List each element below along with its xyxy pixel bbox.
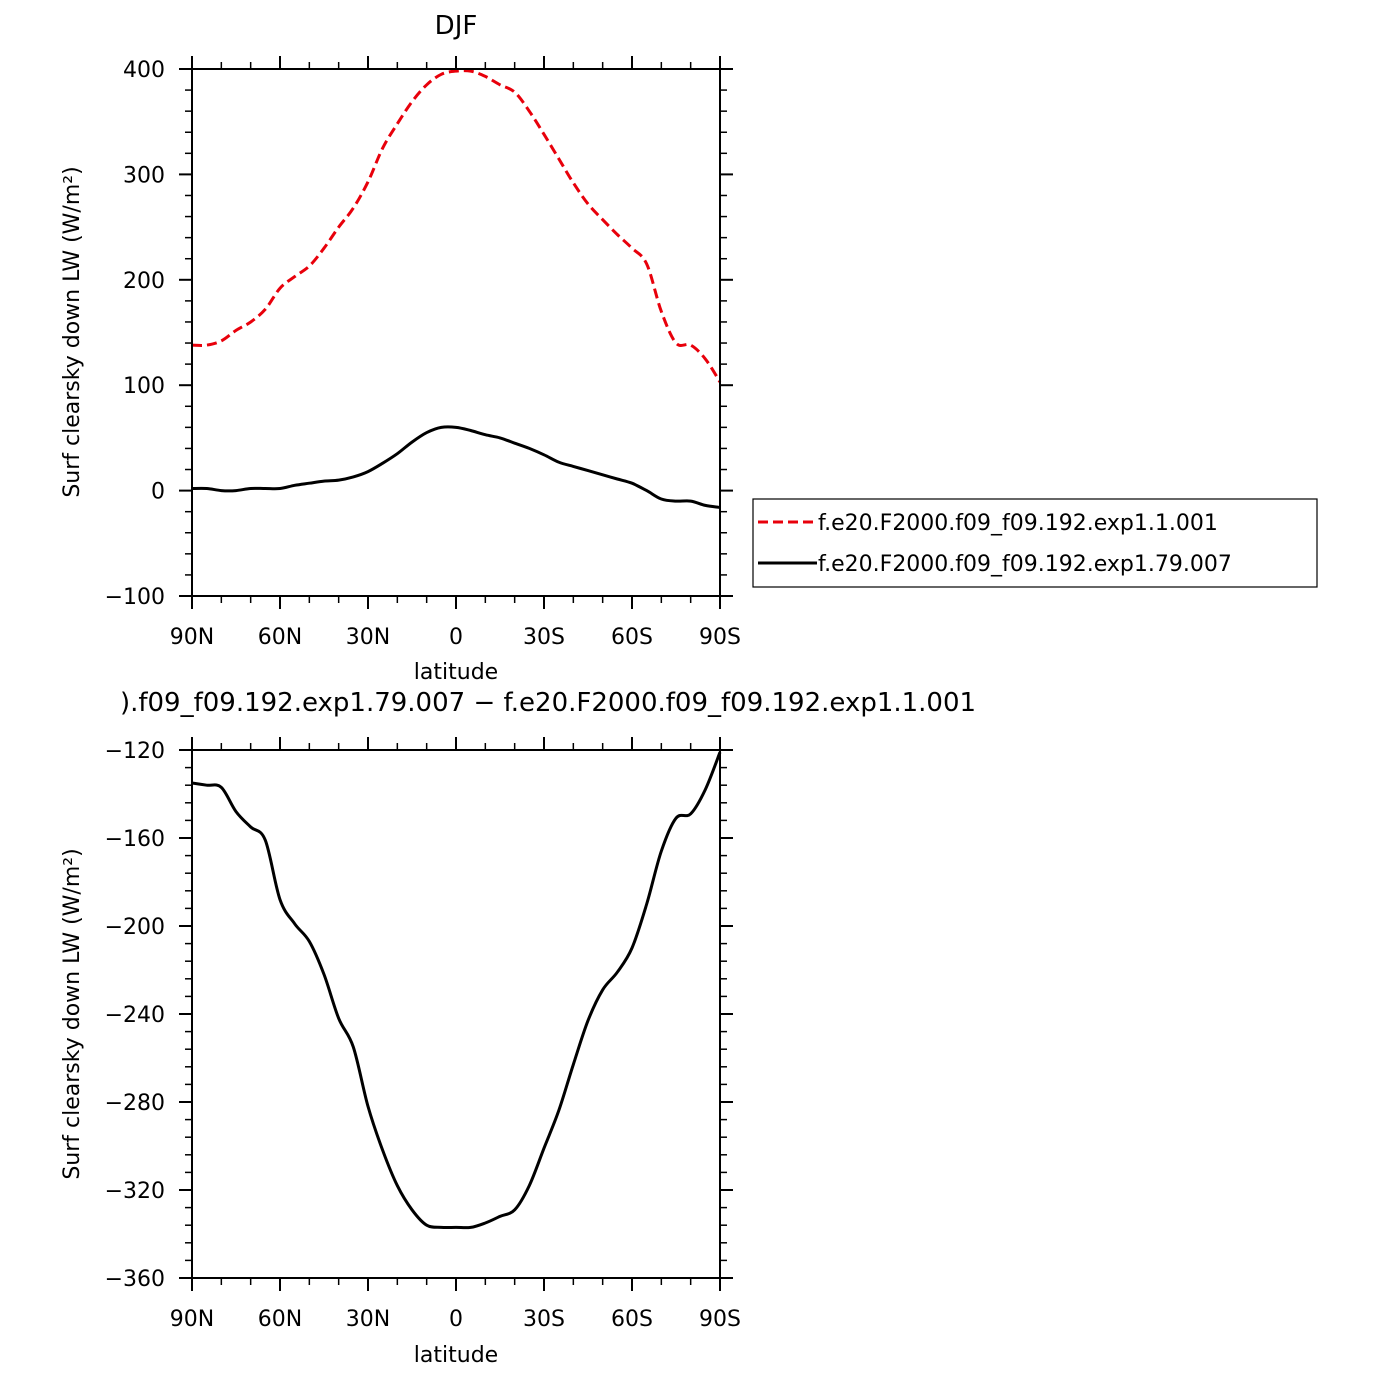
top-x-tick-label: 30N [346,625,390,650]
top-x-tick-label: 60N [258,625,302,650]
legend: f.e20.F2000.f09_f09.192.exp1.1.001 f.e20… [752,498,1318,588]
top-y-tick-label: 200 [123,269,165,294]
bottom-x-axis-label: latitude [414,1343,498,1368]
bottom-plot-frame [191,749,721,1279]
bottom-chart: ).f09_f09.192.exp1.79.007 − f.e20.F2000.… [60,688,976,1368]
top-x-tick-label: 90N [170,625,214,650]
legend-label-series-2: f.e20.F2000.f09_f09.192.exp1.79.007 [818,552,1232,577]
top-x-ticks: 90N 60N 30N 0 30S 60S 90S [170,56,741,650]
top-y-tick-label: 300 [123,163,165,188]
top-x-axis-label: latitude [414,660,498,685]
bottom-x-tick-label: 60N [258,1307,302,1332]
legend-box [752,498,1318,588]
bottom-x-ticks: 90N 60N 30N 0 30S 60S 90S [170,737,741,1332]
legend-label-series-1: f.e20.F2000.f09_f09.192.exp1.1.001 [818,511,1218,536]
bottom-x-tick-label: 90S [699,1307,741,1332]
bottom-y-tick-label: −200 [105,915,165,940]
bottom-y-ticks: −120 −160 −200 −240 −280 −320 −360 [105,739,733,1292]
bottom-y-tick-label: −320 [105,1179,165,1204]
top-y-tick-label: 0 [151,480,165,505]
bottom-x-tick-label: 90N [170,1307,214,1332]
top-chart-title: DJF [435,11,478,41]
bottom-y-tick-label: −360 [105,1267,165,1292]
top-y-ticks: 400 300 200 100 0 −100 [105,58,733,610]
top-y-tick-label: −100 [105,585,165,610]
top-series [191,69,722,509]
bottom-x-tick-label: 60S [611,1307,653,1332]
bottom-y-tick-label: −120 [105,739,165,764]
top-series-line-1 [191,69,722,383]
top-x-tick-label: 60S [611,625,653,650]
top-x-tick-label: 0 [449,625,463,650]
bottom-y-tick-label: −240 [105,1003,165,1028]
top-y-tick-label: 100 [123,374,165,399]
top-series-line-2 [191,425,721,509]
top-y-tick-label: 400 [123,58,165,83]
bottom-series [191,751,722,1230]
bottom-x-tick-label: 30N [346,1307,390,1332]
bottom-series-line-1 [191,751,722,1230]
top-x-tick-label: 90S [699,625,741,650]
bottom-x-tick-label: 0 [449,1307,463,1332]
top-plot-frame [191,68,721,597]
bottom-chart-title: ).f09_f09.192.exp1.79.007 − f.e20.F2000.… [120,688,976,718]
bottom-x-tick-label: 30S [523,1307,565,1332]
top-y-axis-label: Surf clearsky down LW (W/m²) [60,166,85,497]
top-x-tick-label: 30S [523,625,565,650]
bottom-y-axis-label: Surf clearsky down LW (W/m²) [60,848,85,1179]
bottom-y-tick-label: −280 [105,1091,165,1116]
bottom-y-tick-label: −160 [105,827,165,852]
